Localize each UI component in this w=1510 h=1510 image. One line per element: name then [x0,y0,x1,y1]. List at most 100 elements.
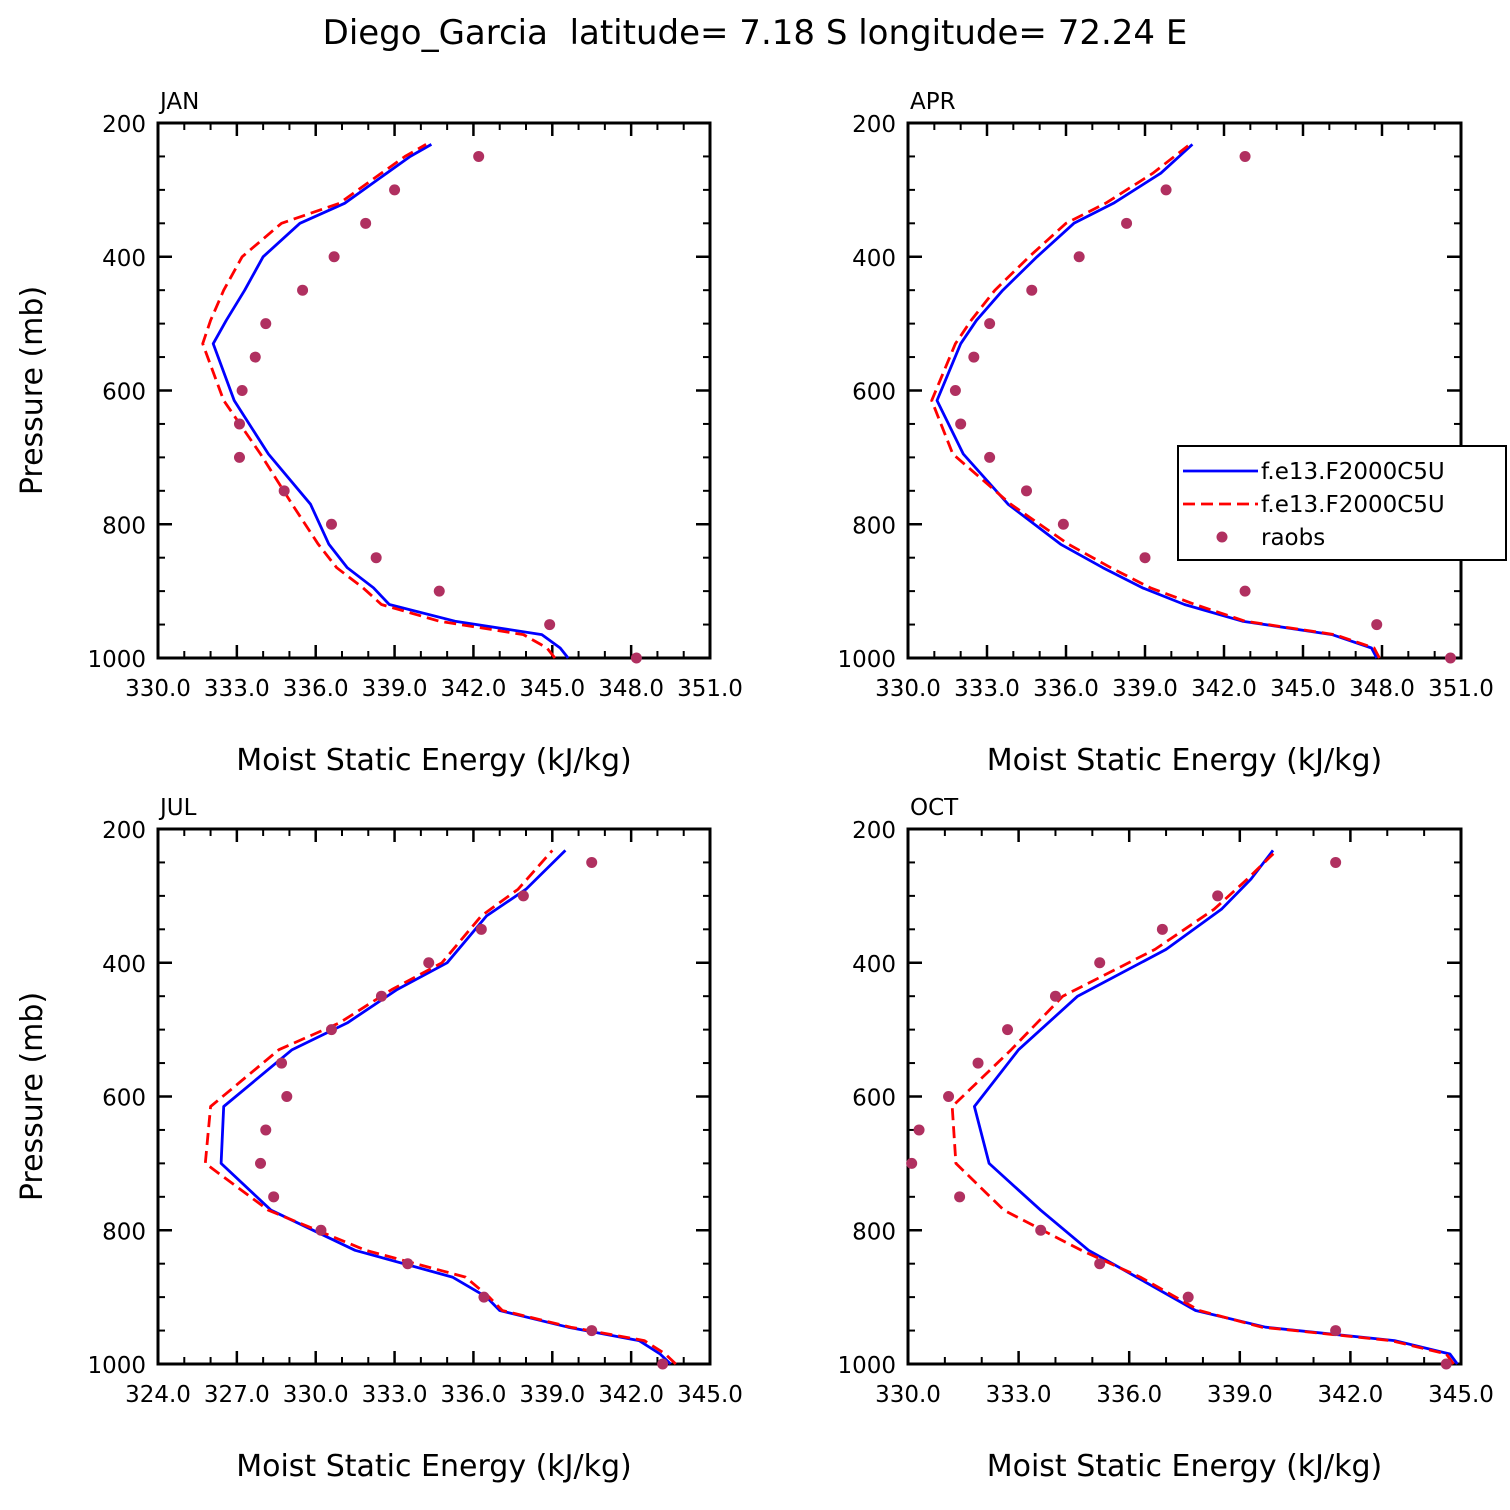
x-tick-label: 345.0 [1270,676,1336,702]
data-point [1057,518,1069,530]
x-tick-label: 333.0 [954,676,1020,702]
data-point [281,1091,293,1102]
legend-item: f.e13.F2000C5U [1183,459,1445,485]
x-tick-label: 351.0 [677,676,743,702]
data-point [906,1157,918,1169]
data-point [260,1124,272,1136]
data-point [255,1157,267,1169]
y-tick-label: 800 [102,1219,146,1245]
x-tick-label: 333.0 [986,1382,1052,1408]
x-axis-label: Moist Static Energy (kJ/kg) [236,743,632,778]
panel-label: JAN [158,89,199,115]
data-point [268,1191,280,1203]
data-point [325,1024,337,1036]
x-tick-label: 327.0 [204,1382,270,1408]
data-point [233,418,245,430]
data-point [1073,251,1085,263]
x-axis-label: Moist Static Energy (kJ/kg) [987,743,1383,778]
data-point [984,318,996,330]
plot-frame [156,827,712,1366]
data-point [478,1291,490,1303]
x-tick-label: 342.0 [440,676,506,702]
data-point [236,385,248,396]
series-line-solid [211,143,570,659]
data-point [1330,1325,1342,1337]
data-point [315,1224,327,1236]
y-axis-label: Pressure (mb) [15,992,50,1201]
x-tick-label: 339.0 [1112,676,1178,702]
data-point [968,351,980,363]
data-point [955,418,967,430]
data-point [984,451,996,463]
x-axis-label: Moist Static Energy (kJ/kg) [987,1449,1383,1484]
legend-swatch-dot [1216,531,1228,543]
plot-frame [906,121,1463,660]
data-point [475,923,487,935]
figure-title: Diego_Garcia latitude= 7.18 S longitude=… [323,13,1188,53]
series-raobs [233,150,642,664]
x-tick-label: 330.0 [875,1382,941,1408]
data-point [1094,957,1106,969]
panel-oct: 330.0 333.0 336.0 339.0 342.0 345.0 200 400 600 8… [837,795,1493,1484]
legend-label: f.e13.F2000C5U [1261,459,1445,485]
data-point [1094,1258,1106,1270]
x-tick-label: 339.0 [362,676,428,702]
x-tick-label: 345.0 [519,676,585,702]
x-tick-label: 342.0 [1191,676,1257,702]
x-tick-label: 342.0 [1317,1382,1383,1408]
series-line-solid [219,849,672,1366]
panels: 330.0 333.0 336.0 339.0 342.0 345.0 348.0 351.0… [15,89,1507,1484]
data-point [949,385,961,396]
data-point [1121,217,1133,229]
x-tick-label: 324.0 [125,1382,191,1408]
data-point [1212,890,1224,902]
data-point [1021,485,1032,497]
y-tick-label: 200 [102,818,146,844]
series-line-dashed [203,849,677,1366]
x-tick-label: 333.0 [204,676,270,702]
legend-item: raobs [1216,525,1325,551]
data-point [360,217,372,229]
data-point [276,1057,288,1069]
x-tick-label: 336.0 [1033,676,1099,702]
data-point [517,890,529,902]
panel-jan: 330.0 333.0 336.0 339.0 342.0 345.0 348.0 351.0… [15,89,743,778]
data-point [325,518,337,530]
x-tick-label: 333.0 [362,1382,428,1408]
data-point [1182,1291,1194,1303]
series-line-dashed [930,143,1381,659]
legend-label: f.e13.F2000C5U [1261,492,1445,518]
y-tick-label: 1000 [87,1353,146,1379]
series-raobs [949,150,1456,664]
series-line-dashed [201,143,556,659]
data-point [1330,856,1342,868]
legend-item: f.e13.F2000C5U [1183,492,1445,518]
series-raobs [255,856,669,1370]
data-point [423,957,435,969]
data-point [1026,284,1038,296]
panel-label: APR [910,89,956,115]
data-point [297,284,309,296]
series-line-solid [935,143,1378,659]
data-point [473,150,485,162]
x-tick-label: 330.0 [875,676,941,702]
y-tick-label: 600 [852,380,896,406]
y-tick-label: 600 [852,1086,896,1112]
data-point [954,1191,966,1203]
legend: f.e13.F2000C5U f.e13.F2000C5U raobs [1177,445,1507,561]
legend-box [1177,445,1507,561]
data-point [1239,585,1251,597]
data-point [1035,1224,1047,1236]
plot-frame [906,827,1463,1366]
y-tick-label: 1000 [87,647,146,673]
data-point [249,351,261,363]
data-point [233,451,245,463]
data-point [630,652,642,664]
data-point [1371,619,1383,631]
x-tick-label: 348.0 [1349,676,1415,702]
data-point [1156,923,1168,935]
series-raobs [906,856,1452,1370]
data-point [1160,184,1172,196]
panel-apr: 330.0 333.0 336.0 339.0 342.0 345.0 348.0 351.0… [837,89,1493,778]
